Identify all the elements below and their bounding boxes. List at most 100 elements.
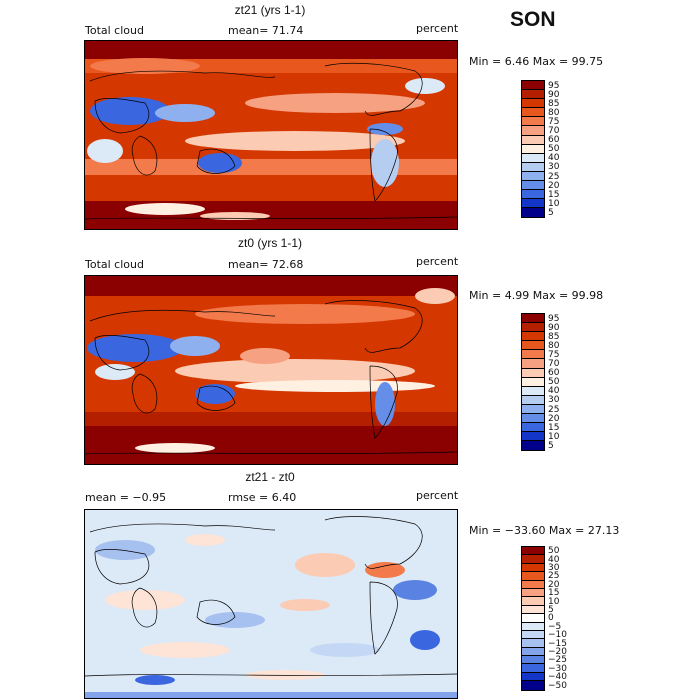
colorbar-swatch — [522, 332, 544, 342]
colorbar-swatch — [522, 432, 544, 442]
colorbar-label: −40 — [548, 672, 567, 683]
colorbar-swatch — [522, 126, 544, 136]
colorbar-label: −15 — [548, 638, 567, 649]
colorbar-swatch — [522, 208, 544, 218]
colorbar-label: 70 — [548, 126, 560, 137]
colorbar-label: 50 — [548, 546, 560, 557]
colorbar-label: 85 — [548, 98, 560, 109]
colorbar-swatch — [522, 588, 544, 598]
colorbar-label: −50 — [548, 680, 567, 691]
colorbar-label: 15 — [548, 422, 560, 433]
colorbar-label: 95 — [548, 313, 560, 324]
rmse-label: rmse = 6.40 — [228, 491, 297, 504]
colorbar: 95 90 85 80 75 70 60 50 40 30 25 20 15 10 5 — [521, 313, 559, 452]
colorbar-swatch — [522, 441, 544, 451]
colorbar-label: 25 — [548, 404, 560, 415]
colorbar-swatch — [522, 171, 544, 182]
colorbar-label: 10 — [548, 198, 560, 209]
colorbar-swatch — [522, 199, 544, 209]
colorbar-swatch — [522, 681, 544, 690]
colorbar-swatch — [522, 664, 544, 673]
colorbar-label: 5 — [548, 605, 554, 615]
colorbar: 50 40 30 25 20 15 10 5 0 −5 −10 −15 −20 −25 −30 −40 −50 — [521, 546, 567, 691]
colorbar-swatch — [522, 597, 544, 606]
colorbar-swatch — [522, 639, 544, 648]
panel-title: zt21 - zt0 — [245, 470, 295, 484]
colorbar-label: 60 — [548, 368, 560, 379]
colorbar-label: −30 — [548, 663, 567, 674]
colorbar-swatch — [522, 563, 544, 573]
colorbar-label: 40 — [548, 386, 560, 397]
colorbar-swatch — [522, 423, 544, 433]
units-label: percent — [416, 255, 459, 268]
colorbar-swatch — [522, 414, 544, 424]
colorbar-swatch — [522, 162, 544, 172]
colorbar-swatch — [522, 395, 544, 405]
colorbar-swatch — [522, 622, 544, 631]
min-max-label: Min = −33.60 Max = 27.13 — [469, 524, 620, 537]
colorbar-swatch — [522, 614, 544, 623]
variable-label: Total cloud — [85, 258, 144, 271]
colorbar-swatch — [522, 190, 544, 200]
colorbar-swatch — [522, 81, 544, 91]
colorbar-label: 30 — [548, 162, 560, 173]
mean-label: mean= 72.68 — [228, 258, 304, 271]
difference-map — [84, 509, 458, 699]
colorbar-label: −20 — [548, 647, 567, 657]
colorbar-swatch — [522, 368, 544, 378]
colorbar-swatch — [522, 630, 544, 640]
colorbar-swatch — [522, 90, 544, 100]
colorbar-swatch — [522, 377, 544, 387]
colorbar-label: −25 — [548, 655, 567, 666]
colorbar-label: 30 — [548, 563, 560, 573]
colorbar-swatch — [522, 144, 544, 154]
colorbar-label: 60 — [548, 135, 560, 146]
colorbar-swatch — [522, 404, 544, 415]
colorbar-swatch — [522, 547, 544, 556]
colorbar-label: 75 — [548, 116, 560, 127]
cloud-map — [84, 275, 458, 465]
colorbar-label: 25 — [548, 571, 560, 582]
colorbar-label: 90 — [548, 322, 560, 333]
colorbar-label: 95 — [548, 80, 560, 91]
colorbar-label: −5 — [548, 621, 562, 632]
colorbar-label: 80 — [548, 340, 560, 351]
colorbar-swatch — [522, 647, 544, 657]
colorbar-label: 15 — [548, 189, 560, 200]
colorbar-label: 20 — [548, 180, 560, 191]
colorbar-swatch — [522, 341, 544, 351]
units-label: percent — [416, 22, 459, 35]
colorbar-swatch — [522, 350, 544, 360]
colorbar-swatch — [522, 605, 544, 615]
season-label: SON — [510, 8, 556, 31]
colorbar-label: 90 — [548, 89, 560, 100]
colorbar-swatch — [522, 323, 544, 333]
colorbar-swatch — [522, 386, 544, 396]
colorbar-label: 70 — [548, 359, 560, 370]
mean-label: mean= 71.74 — [228, 24, 304, 37]
colorbar-swatch — [522, 672, 544, 682]
colorbar-label: 40 — [548, 153, 560, 164]
colorbar-label: 0 — [548, 613, 554, 624]
colorbar-swatch — [522, 555, 544, 564]
panel-title: zt21 (yrs 1-1) — [234, 3, 306, 17]
colorbar-swatch — [522, 108, 544, 118]
colorbar-label: 85 — [548, 331, 560, 342]
colorbar-label: 10 — [548, 431, 560, 442]
mean-label: mean = −0.95 — [85, 491, 167, 504]
colorbar-swatch — [522, 135, 544, 145]
min-max-label: Min = 4.99 Max = 99.98 — [469, 289, 604, 302]
colorbar-label: 25 — [548, 171, 560, 182]
colorbar-label: 50 — [548, 377, 560, 388]
colorbar-swatch — [522, 181, 544, 191]
min-max-label: Min = 6.46 Max = 99.75 — [469, 55, 604, 68]
variable-label: Total cloud — [85, 24, 144, 37]
colorbar: 95 90 85 80 75 70 60 50 40 30 25 20 15 10 5 — [521, 80, 559, 219]
cloud-map — [84, 40, 458, 230]
colorbar-swatch — [522, 572, 544, 581]
colorbar-swatch — [522, 656, 544, 665]
colorbar-label: 5 — [548, 207, 554, 218]
colorbar-label: 75 — [548, 349, 560, 360]
colorbar-label: 5 — [548, 440, 554, 451]
colorbar-label: 50 — [548, 144, 560, 155]
